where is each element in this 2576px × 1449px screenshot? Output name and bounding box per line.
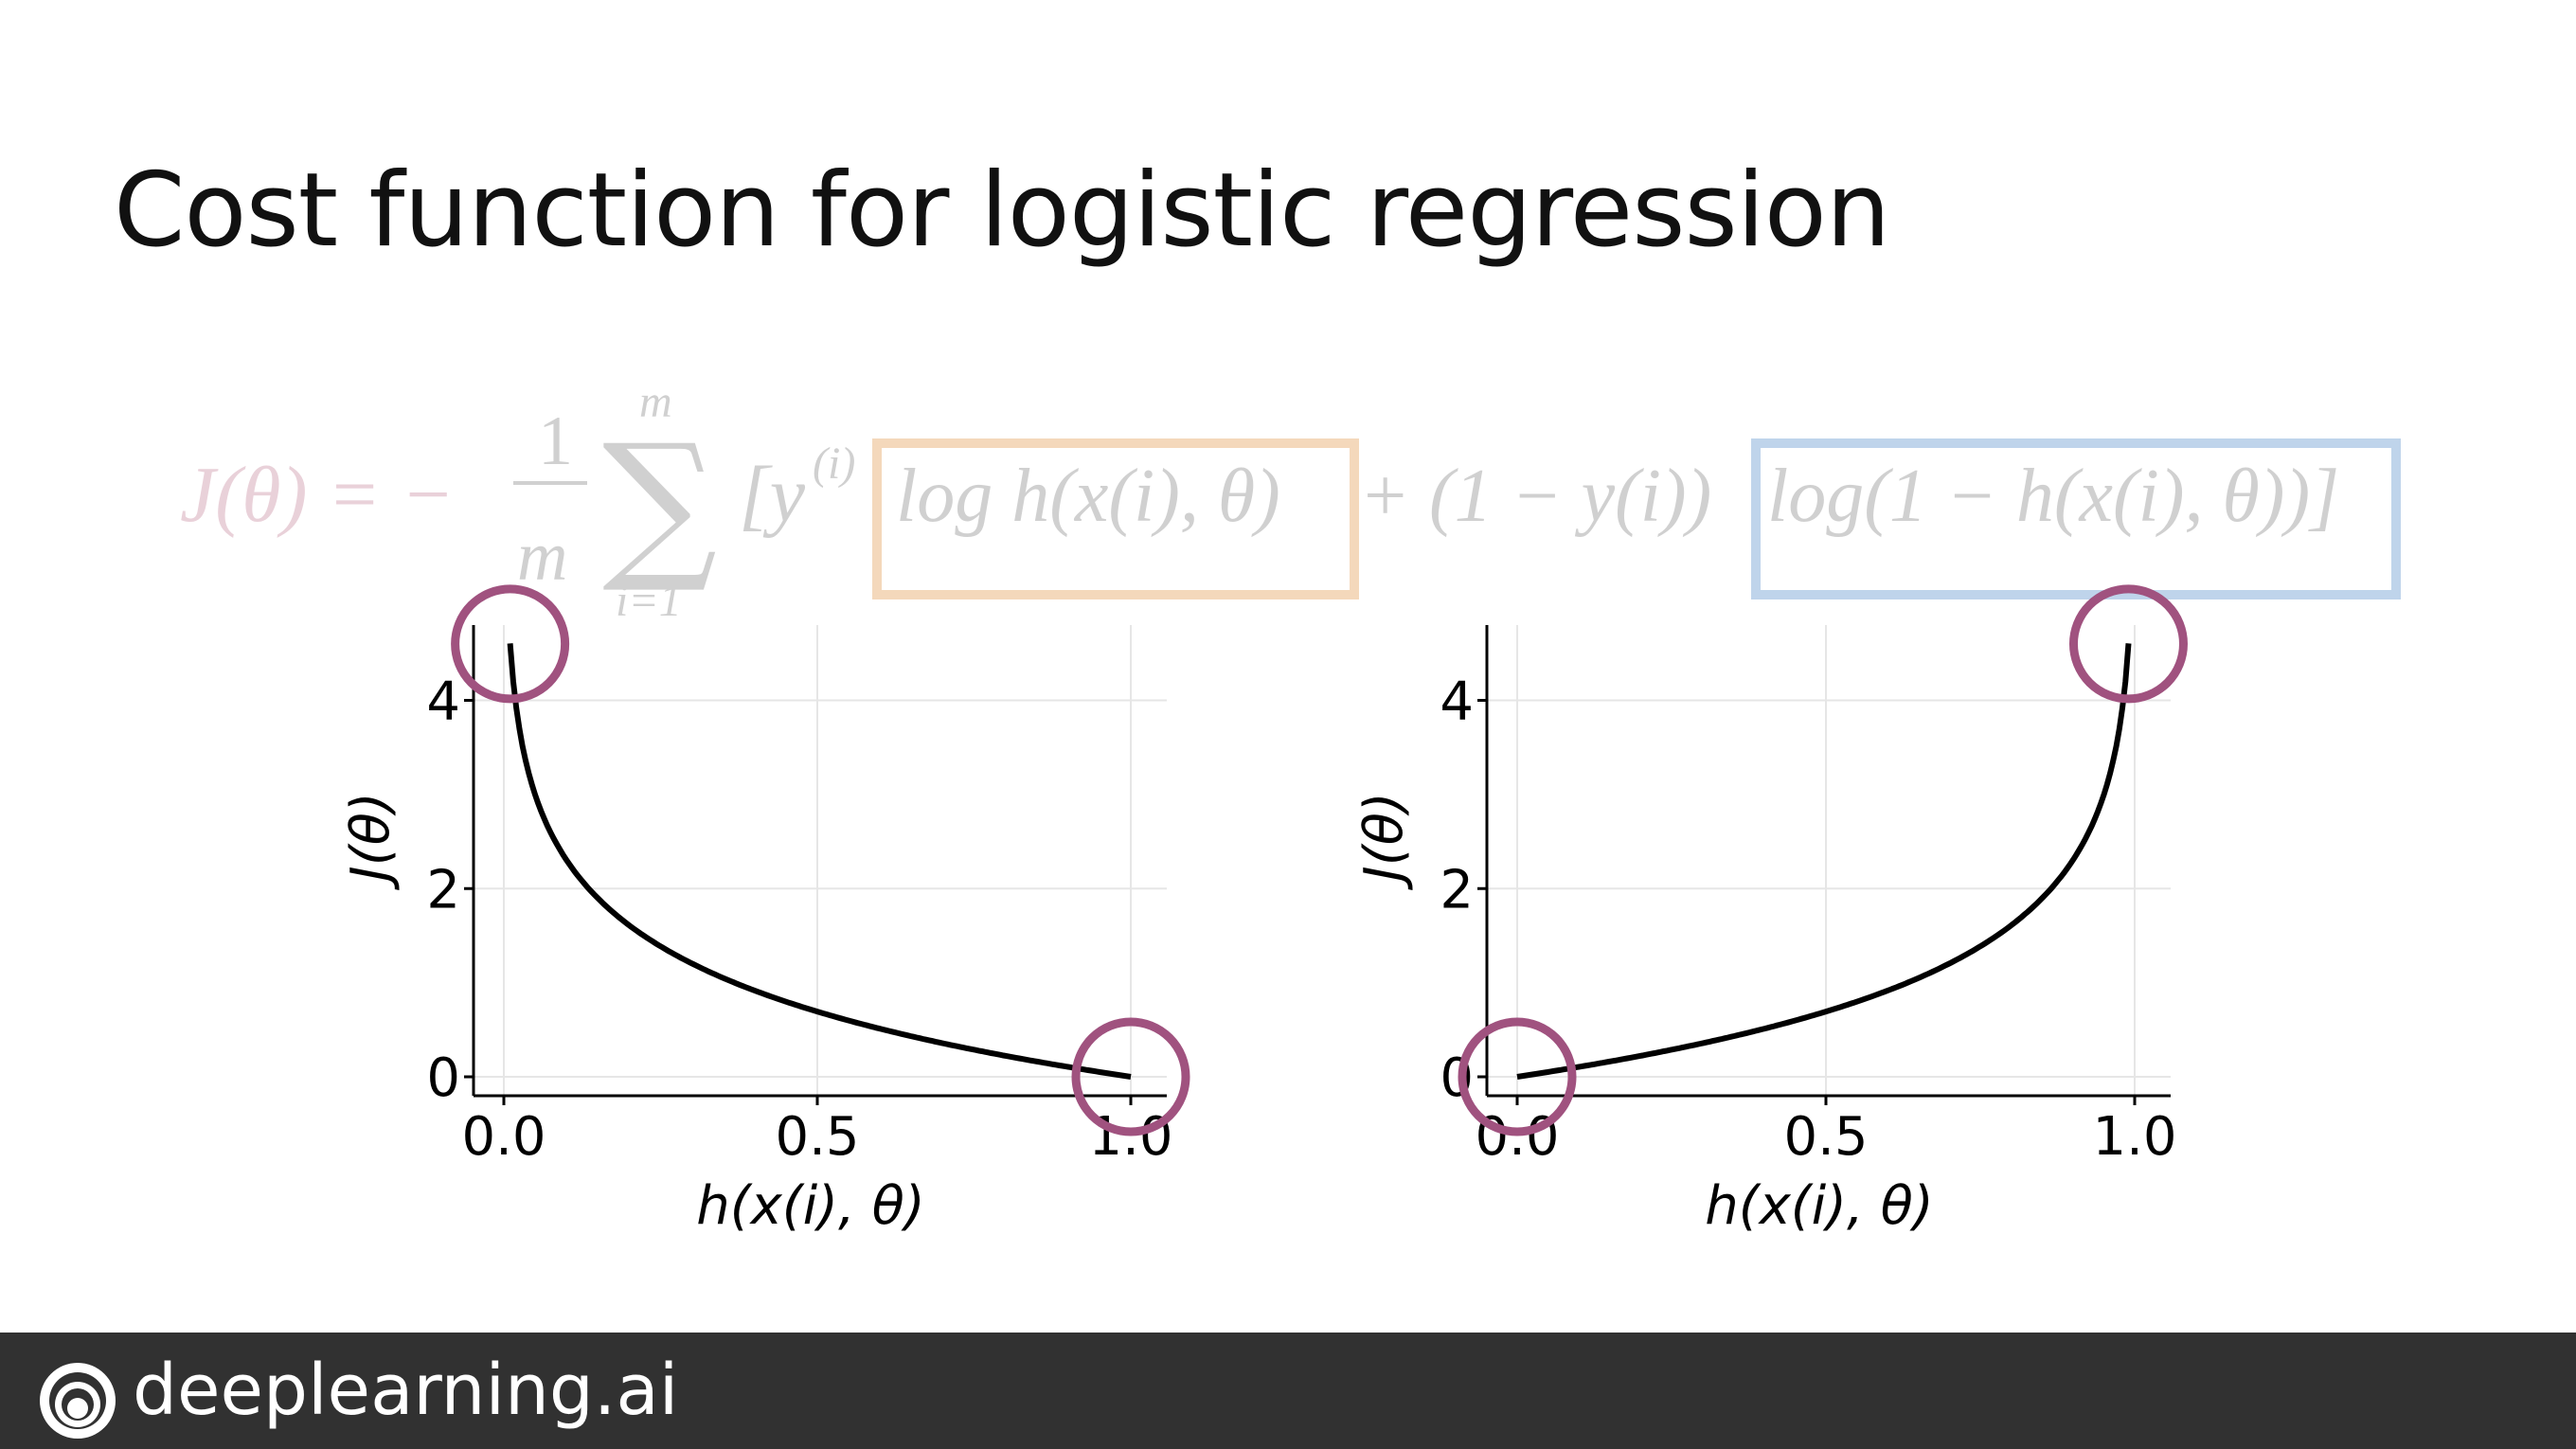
chart1-highlight-circle-0: [451, 584, 570, 704]
chart1-ytick-label-2: 4: [426, 671, 460, 733]
chart1-ytick-label-1: 2: [426, 859, 460, 921]
formula-box1-text: log h(x(i), θ): [896, 455, 1280, 538]
deeplearning-logo-icon: [40, 1363, 116, 1439]
chart2-highlight-circle-1: [2068, 584, 2188, 704]
footer-bar: deeplearning.ai: [0, 1333, 2576, 1449]
chart1-xtick-label-2: 1.0: [1088, 1106, 1172, 1168]
chart2-xtick-label-0: 0.0: [1475, 1106, 1559, 1168]
chart2-highlight-circle-0: [1458, 1017, 1577, 1136]
formula-lhs: J(θ) = −: [180, 451, 455, 539]
chart1-ylabel: J(θ): [340, 792, 402, 890]
brand-name: deeplearning.ai: [133, 1350, 679, 1431]
formula-box-orange: [872, 438, 1359, 599]
formula-term-y: [y: [739, 451, 806, 539]
formula-box-blue: [1751, 438, 2401, 599]
formula-middle: + (1 − y(i)): [1359, 455, 1711, 538]
chart2-xtick-label-1: 0.5: [1783, 1106, 1868, 1168]
chart2-ylabel: J(θ): [1353, 792, 1415, 890]
chart1-highlight-circle-1: [1071, 1017, 1190, 1136]
chart1-xtick-label-1: 0.5: [775, 1106, 859, 1168]
chart2-xtick-label-2: 1.0: [2092, 1106, 2176, 1168]
slide-title: Cost function for logistic regression: [114, 152, 1890, 270]
chart1-xtick-label-0: 0.0: [461, 1106, 546, 1168]
formula-frac-num: 1: [538, 402, 573, 480]
formula-frac-den: m: [517, 518, 567, 596]
chart1-xlabel: h(x(i), θ): [696, 1175, 924, 1237]
chart1-curve: [507, 643, 1132, 1080]
cost-formula: J(θ) = − 1 m m ∑ i=1 [y (i) log h(x(i), …: [180, 379, 2401, 626]
chart2-ytick-label-2: 4: [1440, 671, 1474, 733]
chart2-curve: [1516, 643, 2132, 1080]
formula-box2-text: log(1 − h(x(i), θ))]: [1767, 455, 2339, 538]
chart2-xlabel: h(x(i), θ): [1705, 1175, 1933, 1237]
chart2-ytick-label-1: 2: [1440, 859, 1474, 921]
formula-sum-upper: m: [639, 379, 672, 427]
chart1-ytick-label-0: 0: [426, 1047, 460, 1109]
formula-sup-i: (i): [813, 438, 855, 489]
formula-sum-sign: ∑: [602, 410, 717, 598]
formula-sum-lower: i=1: [616, 576, 682, 626]
